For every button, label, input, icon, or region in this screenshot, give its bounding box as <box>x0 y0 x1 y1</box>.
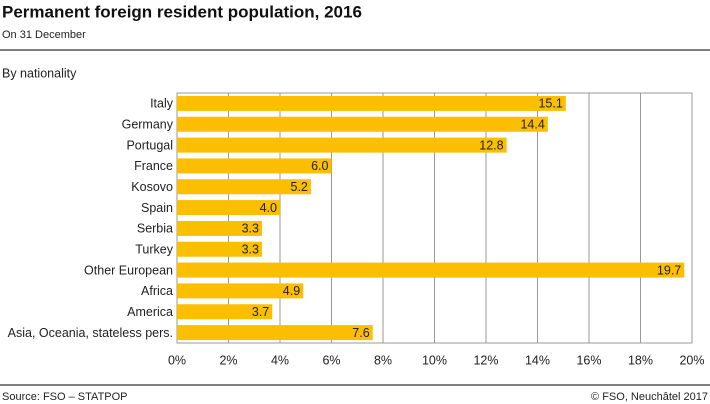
y-tick-label: Turkey <box>135 243 173 257</box>
bar <box>177 116 548 132</box>
y-tick-label: Germany <box>122 118 174 132</box>
y-tick-label: America <box>127 305 173 319</box>
value-label: 15.1 <box>538 97 562 111</box>
y-tick-label: Serbia <box>137 222 173 236</box>
x-tick-label: 8% <box>374 353 392 367</box>
value-label: 4.9 <box>283 284 300 298</box>
x-tick-label: 6% <box>322 353 340 367</box>
y-tick-label: Africa <box>141 284 173 298</box>
credit: © FSO, Neuchâtel 2017 <box>591 391 708 403</box>
bar <box>177 220 262 236</box>
value-label: 7.6 <box>352 326 369 340</box>
value-label: 14.4 <box>520 118 544 132</box>
value-label: 6.0 <box>311 159 328 173</box>
y-tick-label: Other European <box>84 263 173 277</box>
x-tick-label: 2% <box>219 353 237 367</box>
value-label: 3.3 <box>242 243 259 257</box>
x-tick-label: 0% <box>168 353 186 367</box>
bar <box>177 325 373 341</box>
value-label: 12.8 <box>479 138 503 152</box>
category-label: By nationality <box>2 66 77 80</box>
value-label: 3.7 <box>252 305 269 319</box>
value-label: 4.0 <box>260 201 277 215</box>
bar <box>177 158 332 174</box>
bar <box>177 283 304 299</box>
y-tick-label: Portugal <box>126 138 173 152</box>
y-tick-label: Asia, Oceania, stateless pers. <box>8 326 173 340</box>
chart-subtitle: On 31 December <box>2 29 86 41</box>
value-label: 5.2 <box>291 180 308 194</box>
bar <box>177 304 273 320</box>
bar <box>177 179 311 195</box>
bar <box>177 95 566 111</box>
y-tick-label: Italy <box>150 97 174 111</box>
bar <box>177 241 262 257</box>
value-label: 3.3 <box>242 222 259 236</box>
y-tick-label: Spain <box>141 201 173 215</box>
x-tick-label: 18% <box>628 353 653 367</box>
bar <box>177 200 280 216</box>
y-tick-label: France <box>134 159 173 173</box>
x-tick-label: 16% <box>576 353 601 367</box>
x-tick-label: 20% <box>679 353 704 367</box>
x-tick-label: 12% <box>473 353 498 367</box>
chart-title: Permanent foreign resident population, 2… <box>2 2 362 21</box>
bar <box>177 137 507 153</box>
x-tick-label: 10% <box>422 353 447 367</box>
x-tick-label: 4% <box>271 353 289 367</box>
source: Source: FSO – STATPOP <box>2 391 128 403</box>
x-tick-label: 14% <box>525 353 550 367</box>
value-label: 19.7 <box>657 263 681 277</box>
bar <box>177 262 685 278</box>
y-tick-label: Kosovo <box>131 180 173 194</box>
